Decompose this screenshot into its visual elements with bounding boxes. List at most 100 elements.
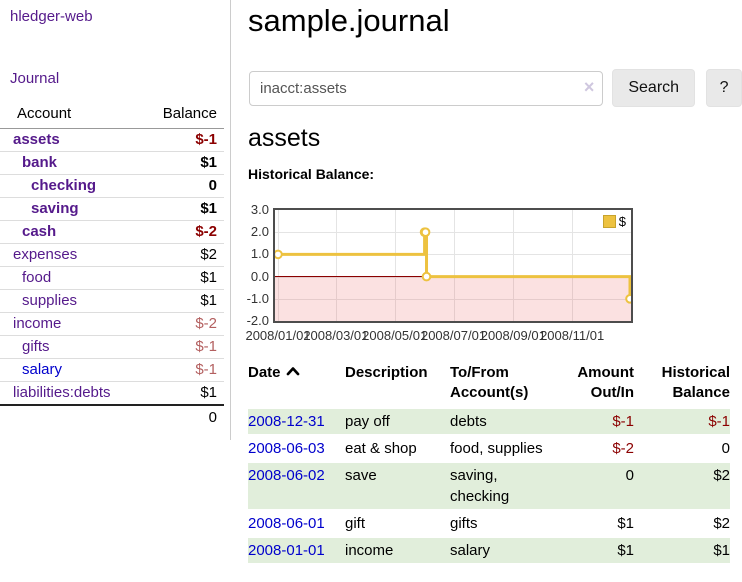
sort-ascending-icon: [286, 367, 299, 376]
account-balance: $1: [144, 381, 224, 406]
accounts-total-value: 0: [144, 404, 224, 430]
account-link[interactable]: liabilities:debts: [13, 384, 111, 401]
transaction-amount: $1: [617, 515, 634, 532]
gridline-vertical: [394, 210, 396, 321]
account-balance: 0: [144, 174, 224, 198]
account-balance: $1: [144, 151, 224, 175]
account-row: liabilities:debts $1: [0, 381, 224, 406]
x-axis-tick-label: 2008/01/01: [245, 328, 311, 343]
register-header-description[interactable]: Description: [345, 364, 428, 381]
clear-search-icon[interactable]: ×: [583, 76, 595, 97]
gridline-vertical: [572, 210, 574, 321]
help-button[interactable]: ?: [706, 69, 742, 107]
register-row: 2008-06-02 save saving, checking 0 $2: [248, 462, 730, 510]
y-axis-tick-label: -1.0: [246, 290, 269, 306]
account-balance: $1: [144, 266, 224, 290]
gridline-horizontal: [275, 298, 631, 300]
transaction-description: eat & shop: [345, 440, 417, 457]
search-form: × Search ?: [249, 69, 742, 107]
register-row: 2008-12-31 pay off debts $-1 $-1: [248, 408, 730, 435]
chart-legend: $: [602, 214, 626, 229]
accounts-header-account: Account: [0, 103, 145, 129]
x-axis-tick-label: 2008/11/01: [540, 328, 605, 343]
account-link[interactable]: gifts: [22, 338, 50, 355]
account-link[interactable]: food: [22, 269, 52, 286]
account-link[interactable]: income: [13, 315, 62, 332]
account-balance: $2: [144, 243, 224, 267]
transaction-date-link[interactable]: 2008-01-01: [248, 542, 325, 559]
x-axis-tick-label: 2008/05/01: [362, 328, 428, 343]
account-balance: $-1: [144, 358, 224, 382]
account-link[interactable]: cash: [22, 223, 57, 240]
transaction-accounts: gifts: [450, 515, 478, 532]
account-balance: $-2: [144, 220, 224, 244]
account-link[interactable]: expenses: [13, 246, 78, 263]
transaction-description: gift: [345, 515, 366, 532]
x-axis-tick-label: 2008/03/01: [303, 328, 369, 343]
gridline-vertical: [453, 210, 455, 321]
account-link[interactable]: supplies: [22, 292, 78, 309]
data-point: [625, 294, 631, 304]
main-content: sample.journal × Search ? assets Histori…: [240, 0, 742, 563]
accounts-header-balance: Balance: [144, 103, 224, 129]
data-point: [421, 271, 432, 282]
data-point: [275, 249, 283, 260]
account-row: food $1: [0, 266, 224, 290]
transaction-date-link[interactable]: 2008-06-01: [248, 515, 325, 532]
transaction-description: income: [345, 537, 450, 563]
chart-title: Historical Balance:: [248, 166, 375, 182]
account-balance: $-1: [144, 335, 224, 359]
transaction-date-link[interactable]: 2008-12-31: [248, 413, 325, 430]
register-row: 2008-01-01 income salary $1 $1: [248, 537, 730, 563]
account-link[interactable]: salary: [22, 361, 63, 378]
account-link[interactable]: assets: [13, 131, 60, 148]
register-row: 2008-06-01 gift gifts $1 $2: [248, 510, 730, 537]
search-input[interactable]: [249, 70, 604, 106]
transaction-accounts: debts: [450, 408, 554, 435]
register-header-amount[interactable]: Amount Out/In: [577, 364, 634, 401]
transaction-date-link[interactable]: 2008-06-03: [248, 440, 325, 457]
sidebar-item-journal[interactable]: Journal: [10, 70, 60, 87]
transaction-accounts: saving, checking: [450, 462, 554, 510]
transaction-balance: $1: [634, 537, 730, 563]
legend-swatch: [602, 215, 616, 228]
register-row: 2008-06-03 eat & shop food, supplies $-2 0: [248, 435, 730, 462]
historical-balance-chart: $ 3.0 2.0 1.0 0.0 -1.0 -2.0 2008/01/01 2008/03/…: [240, 187, 742, 347]
gridline-horizontal: [275, 254, 631, 256]
data-point: [420, 227, 431, 238]
account-row: salary $-1: [0, 358, 224, 382]
transaction-date-link[interactable]: 2008-06-02: [248, 467, 325, 484]
register-table: Date Description To/From Account(s) Amou…: [248, 363, 730, 563]
series-line: [275, 227, 631, 304]
sidebar: hledger-web Journal Account Balance asse…: [0, 0, 231, 440]
transaction-balance: $2: [634, 462, 730, 510]
transaction-amount: 0: [554, 462, 634, 510]
account-link[interactable]: saving: [31, 200, 79, 217]
negative-region: [275, 276, 631, 321]
register-header-balance[interactable]: Historical Balance: [661, 364, 730, 401]
app-brand-link[interactable]: hledger-web: [10, 8, 93, 25]
search-button[interactable]: Search: [612, 69, 696, 107]
account-row: bank $1: [0, 151, 224, 175]
account-balance: $-2: [144, 312, 224, 336]
page-title: sample.journal: [248, 3, 450, 38]
transaction-balance: $2: [713, 515, 730, 532]
account-link[interactable]: checking: [31, 177, 97, 194]
account-link[interactable]: bank: [22, 154, 58, 171]
transaction-description: pay off: [345, 408, 450, 435]
account-row: cash $-2: [0, 220, 224, 244]
transaction-amount: $-1: [554, 408, 634, 435]
transaction-accounts: salary: [450, 537, 554, 563]
y-axis-tick-label: 3.0: [250, 202, 269, 217]
account-row: supplies $1: [0, 289, 224, 313]
account-row: gifts $-1: [0, 335, 224, 359]
account-row: checking 0: [0, 174, 224, 198]
register-header-date[interactable]: Date: [248, 363, 345, 408]
legend-label: $: [618, 214, 626, 229]
transaction-amount: $1: [554, 537, 634, 563]
x-axis-tick-label: 2008/07/01: [420, 328, 487, 343]
transaction-balance: $-1: [634, 408, 730, 435]
accounts-tree: Account Balance assets $-1 bank $1 checking 0…: [0, 103, 224, 430]
y-axis-tick-label: -2.0: [246, 313, 269, 328]
register-header-accounts[interactable]: To/From Account(s): [450, 364, 529, 401]
